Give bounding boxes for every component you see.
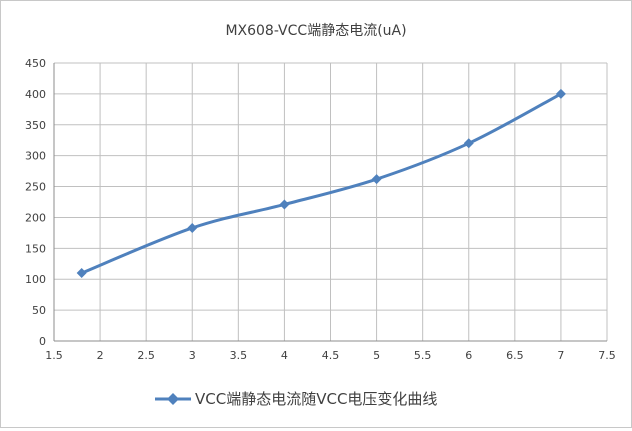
legend-marker-swatch	[167, 393, 179, 405]
grid	[54, 63, 607, 341]
x-tick-label: 6	[465, 349, 472, 362]
data-point	[279, 199, 289, 209]
legend: VCC端静态电流随VCC电压变化曲线	[155, 390, 437, 408]
x-tick-label: 6.5	[506, 349, 524, 362]
y-tick-label: 200	[25, 211, 46, 224]
data-point	[77, 268, 87, 278]
data-point	[372, 174, 382, 184]
x-tick-label: 7	[557, 349, 564, 362]
y-tick-label: 400	[25, 88, 46, 101]
x-tick-label: 3.5	[230, 349, 248, 362]
y-tick-label: 300	[25, 150, 46, 163]
y-tick-label: 100	[25, 273, 46, 286]
x-tick-label: 3	[189, 349, 196, 362]
y-tick-label: 50	[32, 304, 46, 317]
legend-label: VCC端静态电流随VCC电压变化曲线	[195, 390, 437, 408]
x-tick-label: 4	[281, 349, 288, 362]
x-tick-label: 5.5	[414, 349, 432, 362]
series-line	[82, 94, 561, 273]
y-tick-label: 0	[39, 335, 46, 348]
y-tick-label: 450	[25, 57, 46, 70]
y-tick-label: 250	[25, 181, 46, 194]
x-tick-label: 2.5	[137, 349, 155, 362]
data-point	[464, 138, 474, 148]
x-tick-label: 1.5	[45, 349, 63, 362]
x-tick-label: 7.5	[598, 349, 616, 362]
y-axis-ticks: 0 50 100 150 200 250 300 350 400 450	[25, 57, 46, 348]
y-tick-label: 350	[25, 119, 46, 132]
chart-title: MX608-VCC端静态电流(uA)	[225, 23, 406, 39]
x-tick-label: 2	[97, 349, 104, 362]
y-tick-label: 150	[25, 242, 46, 255]
data-point	[187, 223, 197, 233]
x-tick-label: 4.5	[322, 349, 340, 362]
x-axis-ticks: 1.5 2 2.5 3 3.5 4 4.5 5 5.5 6 6.5 7 7.5	[45, 349, 616, 362]
x-tick-label: 5	[373, 349, 380, 362]
series	[77, 89, 566, 278]
